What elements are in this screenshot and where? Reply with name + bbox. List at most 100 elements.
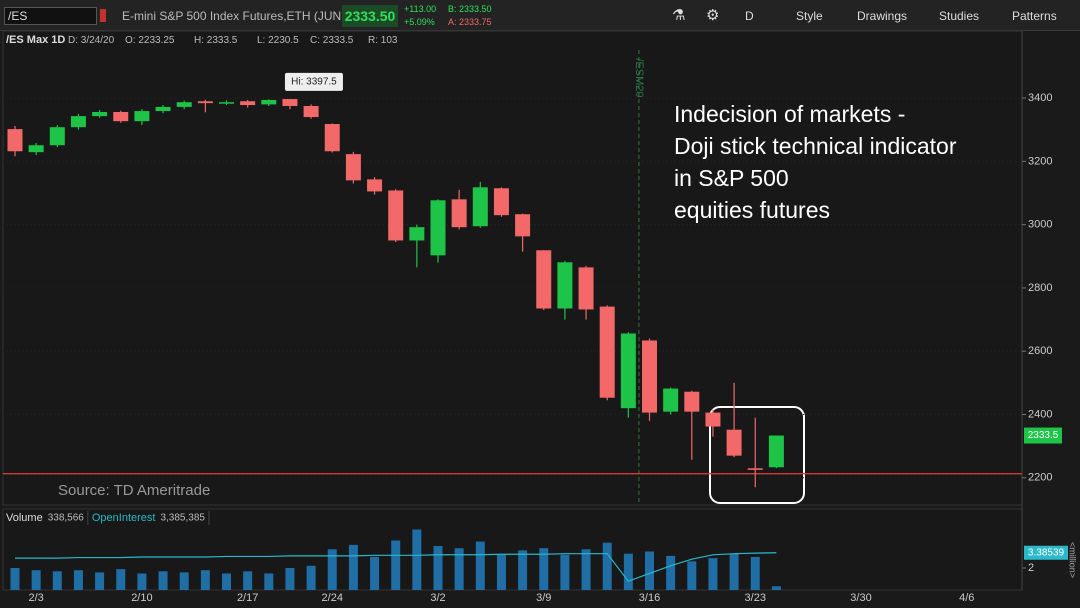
volume-bar [750,556,760,590]
legend-value: 338,566 [48,513,85,524]
x-tick-label: 3/30 [850,592,871,604]
candle-body [261,99,277,105]
x-tick-label: 3/9 [536,592,551,604]
x-tick-label: 2/24 [322,592,343,604]
volume-bar [433,545,443,590]
patterns-button[interactable]: Patterns [1012,9,1057,23]
annotation: Indecision of markets - Doji stick techn… [674,98,957,226]
symbol-box[interactable]: /ES [4,7,97,25]
volume-bar [708,558,718,590]
volume-bar [645,551,654,590]
y-tick-label: 2600 [1028,345,1052,357]
candle-body [197,101,213,104]
x-tick-label: 2/17 [237,592,258,604]
price-panel [2,30,1023,506]
volume-bar [729,553,739,590]
high-tooltip-box [284,72,343,91]
y-tick-label: 3200 [1028,155,1052,167]
volume-bar [306,565,316,590]
candle-body [70,116,86,128]
volume-bar [200,570,210,590]
drawings-button[interactable]: Drawings [857,9,908,23]
roll-label: /ESM20 [633,58,645,97]
change: +113.00 [404,4,437,14]
last-price-tag [1024,427,1062,444]
volume-bar [370,556,380,590]
style-button[interactable]: Style [796,9,823,23]
candle-body [684,391,700,412]
x-tick-label: 4/6 [959,592,974,604]
info-open: O: 2233.25 [125,35,175,46]
info-date: D: 3/24/20 [68,35,115,46]
source: Source: TD Ameritrade [58,482,211,499]
candle-body [663,388,679,412]
volume-bar [243,571,253,590]
y-tick-label: 2 [1028,562,1034,574]
volume-bar [687,561,697,590]
volume-bar [222,573,231,590]
annotation-line: in S&P 500 [674,165,789,191]
y-axis-label: <million> [1068,542,1078,578]
candle-body [599,306,615,398]
candle-body [345,154,361,181]
ask: A: 2333.75 [448,17,492,27]
candle-body [536,250,552,309]
candle-body [155,106,171,112]
candle-body [620,333,636,409]
candle-body [451,199,467,228]
info-close: C: 2333.5 [310,35,354,46]
volume-bar [560,554,570,590]
candle-body [768,435,784,468]
candle-body [705,412,721,427]
info-low: L: 2230.5 [257,35,299,46]
y-tick-label: 2200 [1028,472,1052,484]
open-interest-line [15,552,777,582]
candle-body [388,190,404,241]
volume-bar [496,554,506,590]
candle-body [240,101,256,106]
y-tick-label: 3400 [1028,92,1052,104]
volume-bar [518,550,528,590]
candle-body [642,340,657,413]
settings-icon[interactable]: ⚙ [706,7,720,24]
candle-body [113,112,129,122]
high-tooltip: Hi: 3397.5 [291,77,337,88]
candle-body [557,262,573,309]
toolbar: /ES E-mini S&P 500 Index Futures,ETH (JU… [0,0,1080,31]
highlight-box [709,406,805,504]
studies-button[interactable]: Studies [939,9,980,23]
volume-bar [95,572,105,590]
volume-bar [179,572,189,590]
candle-body [367,179,383,192]
candle-body [7,129,23,152]
volume-bar [581,549,591,590]
x-tick-label: 3/23 [745,592,766,604]
volume-panel [2,508,1023,591]
change-pct: +5.09% [404,17,435,27]
last-price-label: 2333.5 [1028,430,1059,441]
period-button[interactable]: D [745,9,754,23]
volume-bar [454,548,464,590]
candle-body [493,188,509,216]
candle-body [134,111,150,122]
candle-body [578,267,594,310]
candle-body [49,127,65,146]
legend-name: OpenInterest [92,512,156,524]
candle-body [430,200,446,256]
y-tick-label: 2800 [1028,282,1052,294]
volume-bar [539,548,549,590]
volume-bar [52,571,62,590]
flask-icon[interactable]: ⚗ [672,7,686,24]
description: E-mini S&P 500 Index Futures,ETH (JUN 20… [122,9,362,23]
last-price: 2333.50 [342,5,398,27]
annotation-line: Indecision of markets - [674,101,906,127]
candle-body [324,124,340,152]
volume-bar [327,549,337,590]
candle-body [92,112,108,117]
volume-bar [10,567,20,590]
volume-bar [31,570,41,590]
volume-bar [602,542,612,590]
x-tick-label: 3/2 [430,592,445,604]
